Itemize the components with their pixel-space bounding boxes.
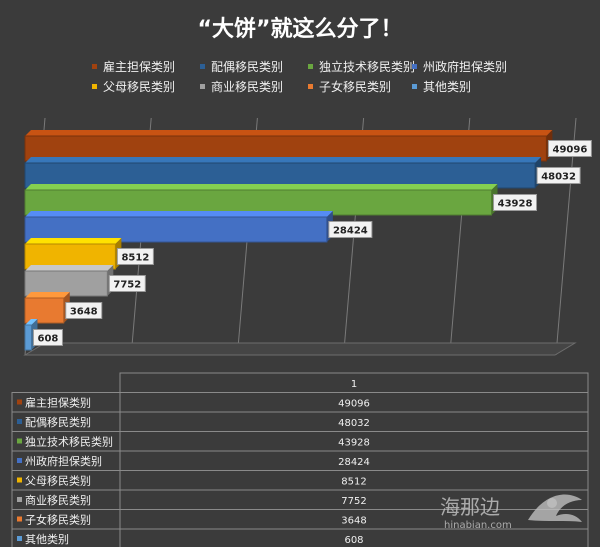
legend-swatch (200, 84, 205, 89)
table-row-swatch (17, 458, 22, 463)
legend-entry: 州政府担保类别 (423, 59, 507, 74)
legend-entry: 商业移民类别 (211, 79, 283, 94)
svg-text:43928: 43928 (498, 199, 533, 210)
data-label: 8512 (116, 248, 154, 265)
table-row-value: 48032 (338, 418, 370, 429)
data-label: 49096 (547, 140, 592, 157)
data-label: 28424 (328, 221, 373, 238)
legend-entry: 雇主担保类别 (103, 59, 175, 74)
table-row: 配偶移民类别 48032 (17, 415, 370, 429)
bar (24, 265, 114, 297)
svg-text:7752: 7752 (113, 280, 141, 291)
svg-text:48032: 48032 (541, 172, 576, 183)
table-row-label: 雇主担保类别 (25, 396, 91, 410)
data-table: 1 雇主担保类别 49096 配偶移民类别 48032 独立技术移民类别 43928 州政府担… (11, 372, 589, 547)
table-row-value: 8512 (341, 477, 366, 488)
table-row: 独立技术移民类别 43928 (17, 435, 370, 449)
table-row-value: 608 (344, 535, 363, 546)
data-label: 608 (32, 329, 63, 346)
table-header-cell (119, 372, 589, 393)
table-row-value: 28424 (338, 457, 370, 468)
watermark-site: hinabian.com (444, 520, 512, 531)
legend-swatch (412, 84, 417, 89)
watermark-name: 海那边 (440, 495, 500, 519)
bird-logo-icon (528, 494, 582, 522)
svg-text:3648: 3648 (70, 307, 98, 318)
bar (24, 238, 122, 270)
table-row-label: 其他类别 (25, 532, 69, 546)
bar (24, 292, 70, 324)
bar (24, 130, 553, 162)
legend-entry: 父母移民类别 (103, 80, 175, 94)
legend-swatch (412, 64, 417, 69)
svg-text:608: 608 (38, 334, 59, 345)
table-row-label: 子女移民类别 (25, 513, 91, 527)
data-label: 3648 (65, 302, 103, 319)
table-row-swatch (17, 516, 22, 522)
table-row-value: 7752 (341, 496, 366, 507)
svg-text:49096: 49096 (553, 145, 588, 156)
plot-area: 49096 48032 43928 28424 8512 7752 3648 608 (23, 117, 592, 356)
legend-swatch (308, 84, 313, 89)
chart-floor (23, 342, 577, 356)
table-row-label: 州政府担保类别 (25, 454, 102, 468)
watermark: 海那边 hinabian.com (440, 494, 582, 531)
bar (24, 157, 542, 189)
bar (24, 184, 498, 216)
table-row-value: 43928 (338, 438, 370, 449)
table-row-label: 配偶移民类别 (25, 415, 91, 429)
bar (24, 211, 333, 243)
data-label: 7752 (108, 275, 146, 292)
legend-entry: 子女移民类别 (319, 79, 391, 94)
table-row: 雇主担保类别 49096 (17, 396, 370, 410)
table-row-swatch (17, 497, 22, 502)
table-row: 父母移民类别 8512 (17, 474, 367, 488)
legend-entry: 其他类别 (423, 80, 471, 94)
table-row-label: 商业移民类别 (25, 493, 91, 507)
table-row-value: 49096 (338, 399, 370, 410)
legend-swatch (92, 64, 97, 69)
table-row: 其他类别 608 (17, 532, 364, 546)
table-column-header: 1 (351, 379, 357, 390)
table-row-value: 3648 (341, 516, 366, 527)
table-row: 州政府担保类别 28424 (17, 454, 370, 468)
legend-entry: 独立技术移民类别 (319, 59, 415, 74)
table-row-swatch (17, 399, 22, 405)
table-row-label: 父母移民类别 (25, 474, 91, 488)
svg-text:8512: 8512 (121, 253, 149, 264)
gridline (555, 117, 577, 356)
chart-title: “大饼”就这么分了！ (198, 16, 403, 42)
table-row-label: 独立技术移民类别 (25, 435, 113, 449)
data-label: 48032 (536, 167, 581, 184)
table-row-swatch (17, 438, 22, 444)
legend-swatch (200, 64, 205, 69)
table-row-swatch (17, 477, 22, 483)
table-row-swatch (17, 419, 22, 424)
legend-swatch (308, 64, 313, 69)
table-row: 商业移民类别 7752 (17, 493, 367, 507)
legend-entry: 配偶移民类别 (211, 60, 283, 74)
svg-text:28424: 28424 (333, 226, 368, 237)
table-row: 子女移民类别 3648 (17, 513, 367, 527)
table-row-swatch (17, 536, 22, 541)
legend-swatch (92, 84, 97, 89)
data-label: 43928 (493, 194, 538, 211)
